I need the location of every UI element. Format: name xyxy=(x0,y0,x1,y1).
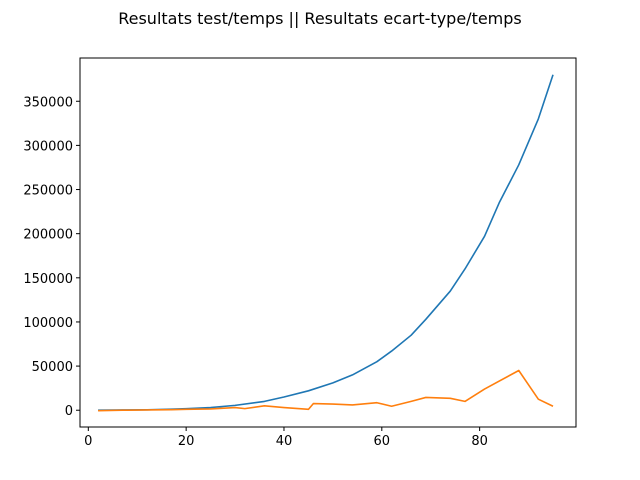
y-tick-label: 100000 xyxy=(23,316,73,331)
x-tick-label: 80 xyxy=(471,434,488,449)
y-tick-label: 0 xyxy=(65,404,73,419)
y-tick-label: 350000 xyxy=(23,95,73,110)
x-tick-label: 60 xyxy=(374,434,391,449)
y-tick-label: 50000 xyxy=(32,360,73,375)
plot-area xyxy=(98,74,554,412)
x-axis: 0 20 40 60 80 xyxy=(84,427,488,449)
plot-frame xyxy=(79,57,577,428)
x-tick-label: 20 xyxy=(178,434,195,449)
y-axis: 0 50000 100000 150000 200000 250000 300000 3500… xyxy=(23,95,80,419)
series-line-1 xyxy=(98,74,554,412)
series-line-2 xyxy=(98,369,554,412)
y-tick-label: 250000 xyxy=(23,184,73,199)
x-tick-label: 0 xyxy=(84,434,92,449)
y-tick-label: 150000 xyxy=(23,272,73,287)
y-tick-label: 200000 xyxy=(23,228,73,243)
x-tick-label: 40 xyxy=(276,434,293,449)
chart-title: Resultats test/temps || Resultats ecart-… xyxy=(118,9,522,28)
y-tick-label: 300000 xyxy=(23,139,73,154)
